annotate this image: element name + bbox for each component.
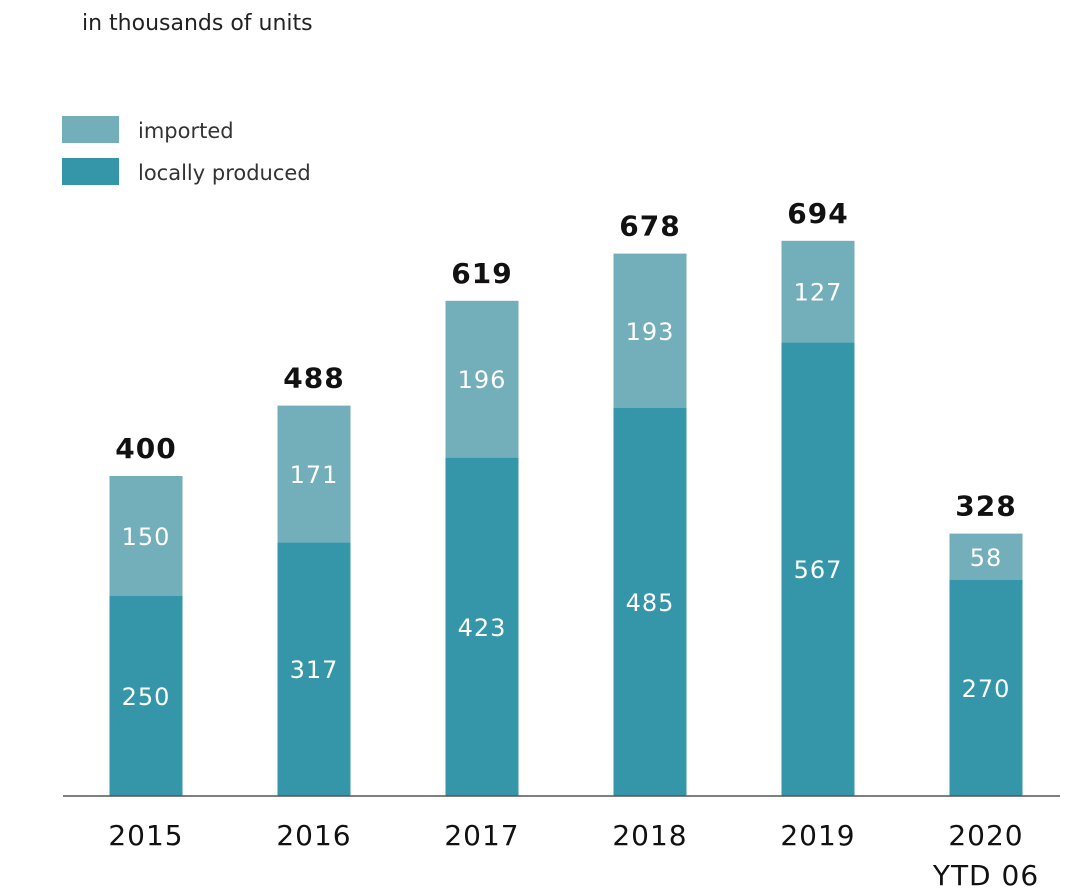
bar-imported-2018 bbox=[613, 253, 687, 408]
total-label: 694 bbox=[787, 197, 848, 230]
legend-swatch-locally-produced bbox=[62, 158, 119, 185]
category-label: 2018 bbox=[612, 819, 687, 852]
value-label-imported: 171 bbox=[290, 461, 339, 489]
bar-locally-produced-2018 bbox=[613, 408, 687, 796]
category-label: 2016 bbox=[276, 819, 351, 852]
bar-imported-2016 bbox=[277, 405, 351, 543]
bar-imported-2017 bbox=[445, 300, 519, 458]
bar-imported-2020 bbox=[949, 533, 1023, 580]
bar-locally-produced-2019 bbox=[781, 342, 855, 796]
total-label: 619 bbox=[451, 257, 512, 290]
category-label: 2019 bbox=[780, 819, 855, 852]
bar-locally-produced-2020 bbox=[949, 580, 1023, 796]
category-label: YTD 06 bbox=[932, 859, 1039, 892]
total-label: 328 bbox=[955, 490, 1016, 523]
total-label: 400 bbox=[115, 432, 176, 465]
bar-locally-produced-2016 bbox=[277, 542, 351, 796]
value-label-locally-produced: 485 bbox=[626, 589, 675, 617]
total-label: 678 bbox=[619, 210, 680, 243]
value-label-imported: 193 bbox=[626, 318, 675, 346]
value-label-locally-produced: 423 bbox=[458, 614, 507, 642]
value-label-imported: 127 bbox=[794, 279, 843, 307]
value-label-locally-produced: 317 bbox=[290, 656, 339, 684]
total-label: 488 bbox=[283, 362, 344, 395]
category-labels: 2015 2016 2017 2018 2019 2020 YTD 06 bbox=[108, 819, 1039, 892]
bar-locally-produced-2017 bbox=[445, 457, 519, 796]
category-label: 2017 bbox=[444, 819, 519, 852]
value-label-locally-produced: 270 bbox=[962, 675, 1011, 703]
value-label-imported: 58 bbox=[970, 544, 1003, 572]
bar-imported-2015 bbox=[109, 476, 183, 596]
legend: imported locally produced bbox=[62, 116, 311, 185]
value-label-locally-produced: 567 bbox=[794, 556, 843, 584]
value-label-locally-produced: 250 bbox=[122, 683, 171, 711]
category-label: 2020 bbox=[948, 819, 1023, 852]
legend-label-locally-produced: locally produced bbox=[138, 161, 311, 185]
chart-subtitle: in thousands of units bbox=[82, 11, 313, 36]
legend-label-imported: imported bbox=[138, 119, 234, 143]
value-label-imported: 196 bbox=[458, 366, 507, 394]
legend-swatch-imported bbox=[62, 116, 119, 143]
category-label: 2015 bbox=[108, 819, 183, 852]
bar-imported-2019 bbox=[781, 240, 855, 343]
bar-locally-produced-2015 bbox=[109, 596, 183, 796]
value-label-imported: 150 bbox=[122, 523, 171, 551]
bars-group: 250 150 400 317 171 488 423 196 619 485 193 678 567 1… bbox=[109, 197, 1023, 796]
